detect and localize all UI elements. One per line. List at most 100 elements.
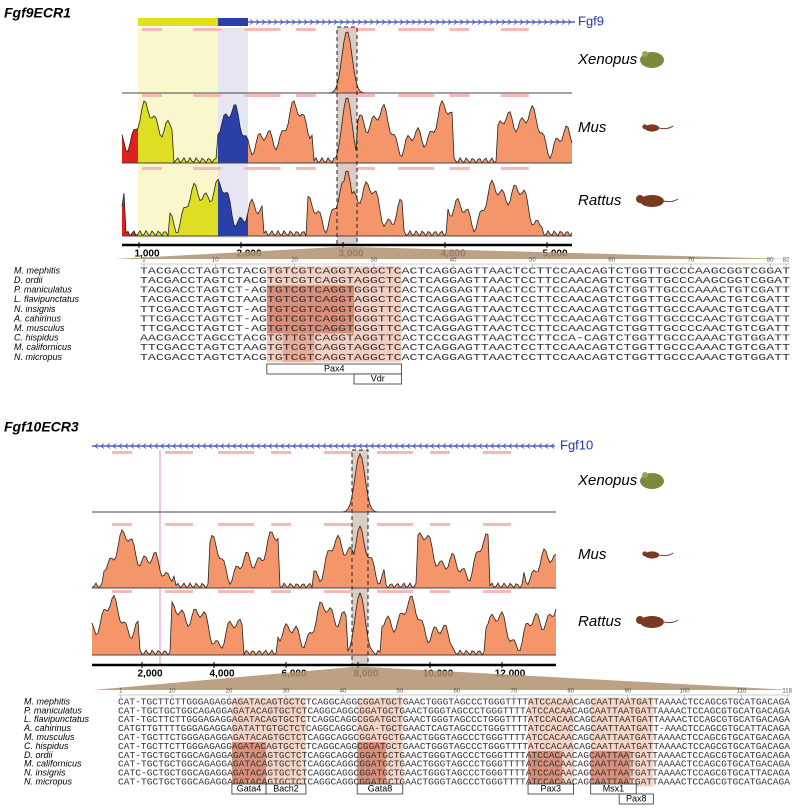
feature-bar <box>142 28 162 31</box>
gene-arrow <box>357 19 362 25</box>
position-label: 10 <box>169 689 176 695</box>
feature-bar <box>483 451 511 454</box>
motif-label: Pax4 <box>324 363 345 373</box>
gene-arrow <box>286 443 291 449</box>
fill-orange <box>92 593 556 655</box>
gene-arrow <box>358 443 363 449</box>
sequence: TACGACCTAGTCTACGTGTCGTCAGGTAGGCTCACTCAGG… <box>140 276 791 286</box>
exon <box>218 18 248 26</box>
gene-arrow <box>136 443 141 449</box>
gene-arrow <box>376 443 381 449</box>
gene-arrow <box>549 19 554 25</box>
position-label: 50 <box>397 689 404 695</box>
feature-bar <box>244 94 281 97</box>
fill-red <box>122 98 138 163</box>
gene-arrow <box>399 19 404 25</box>
gene-arrow <box>567 19 572 25</box>
motif-box <box>590 783 637 795</box>
position-label: 80 <box>767 258 774 264</box>
gene-arrow <box>520 443 525 449</box>
gene-arrow <box>538 443 543 449</box>
feature-bar <box>449 167 470 170</box>
gene-name: Fgf10 <box>560 437 593 452</box>
gene-arrow <box>478 443 483 449</box>
species-name: L. flavipunctatus <box>14 294 80 304</box>
sequence: CATC-GCTGCTGGCAGAGGAGATACAGTGCTCTCAGGCAG… <box>118 769 791 779</box>
sequence: CAT-TGCTTCTTGGGAGAGGAGATACAGTGCTCTCAGGCA… <box>118 715 791 725</box>
rodent-head <box>636 195 644 203</box>
track-fill <box>92 593 556 655</box>
gene-arrow <box>496 443 501 449</box>
axis-tick-label: 1,000 <box>134 249 159 260</box>
gene-arrow <box>346 443 351 449</box>
gene-arrow <box>124 443 129 449</box>
gene-arrow <box>441 19 446 25</box>
sequence: CAT-TGCTTCTTGGGAGAGGAGATACAGTGCTCTCAGGCA… <box>118 697 791 707</box>
gene-arrow <box>381 19 386 25</box>
motif-shade <box>282 333 315 363</box>
species-name: N. micropus <box>14 352 63 362</box>
gene-arrow <box>333 19 338 25</box>
feature-bar <box>377 523 413 526</box>
species-name: N. micropus <box>24 776 73 786</box>
gene-arrow <box>405 19 410 25</box>
feature-bar <box>193 28 222 31</box>
axis-tick-label: 2,000 <box>137 669 162 680</box>
gene-arrow <box>400 443 405 449</box>
track-fill <box>92 526 556 588</box>
gene-arrow <box>256 443 261 449</box>
gene-arrow <box>291 19 296 25</box>
feature-bar <box>483 590 511 593</box>
feature-bar <box>430 590 450 593</box>
feature-bar <box>142 94 162 97</box>
species-name: L. flavipunctatus <box>24 714 90 724</box>
gene-arrow <box>226 443 231 449</box>
motif-label: Vdr <box>371 373 385 383</box>
gene-arrow <box>202 443 207 449</box>
feature-bar <box>500 28 529 31</box>
motif-label: Gata4 <box>237 783 262 793</box>
axis-tick-label: 4,000 <box>209 669 234 680</box>
rodent-icon <box>644 551 660 559</box>
gene-arrow <box>148 443 153 449</box>
track-species: Mus <box>578 119 607 136</box>
species-name: A. cahirinus <box>23 723 72 733</box>
rodent-head <box>642 124 648 130</box>
feature-bar <box>430 523 450 526</box>
frog-eye <box>642 51 648 57</box>
position-label: 30 <box>370 258 377 264</box>
feature-bar <box>271 523 291 526</box>
conservation-line <box>121 170 573 238</box>
panel-title: Fgf9ECR1 <box>4 5 71 21</box>
feature-bar <box>324 590 352 593</box>
feature-bar <box>347 28 375 31</box>
gene-arrow <box>351 19 356 25</box>
track-species: Rattus <box>578 192 622 209</box>
position-label: 60 <box>454 689 461 695</box>
gene-arrow <box>100 443 105 449</box>
feature-bar <box>193 167 222 170</box>
motif-box <box>618 793 654 805</box>
feature-bar <box>347 167 375 170</box>
gene-arrow <box>255 19 260 25</box>
motif-shade <box>266 285 355 334</box>
sequence: TACGACCTAGTCTACGTGTCGTCAGGTAGGCTCACTCAGG… <box>140 266 791 276</box>
gene-arrow <box>447 19 452 25</box>
gene-arrow <box>190 443 195 449</box>
gene-arrow <box>501 19 506 25</box>
species-name: M. musculus <box>24 732 75 742</box>
position-label: 40 <box>340 689 347 695</box>
position-label: 1 <box>119 689 123 695</box>
gene-arrow <box>483 19 488 25</box>
motif-label: Gata8 <box>368 783 393 793</box>
gene-arrow <box>316 443 321 449</box>
gene-arrow <box>328 443 333 449</box>
sequence: TTCGACCTAGTCT-AGTGTCGTCAGGTGGGTTCACTCAGG… <box>140 305 791 315</box>
sequence: CAT-TGCTGCTGGCAGAGGAGATACAGTGCTCTCAGGCAG… <box>118 706 791 716</box>
rodent-tail <box>659 125 674 130</box>
gene-arrow <box>489 19 494 25</box>
position-label: 40 <box>450 258 457 264</box>
gene-arrow <box>178 443 183 449</box>
motif-box <box>356 783 404 795</box>
gene-arrow <box>543 19 548 25</box>
